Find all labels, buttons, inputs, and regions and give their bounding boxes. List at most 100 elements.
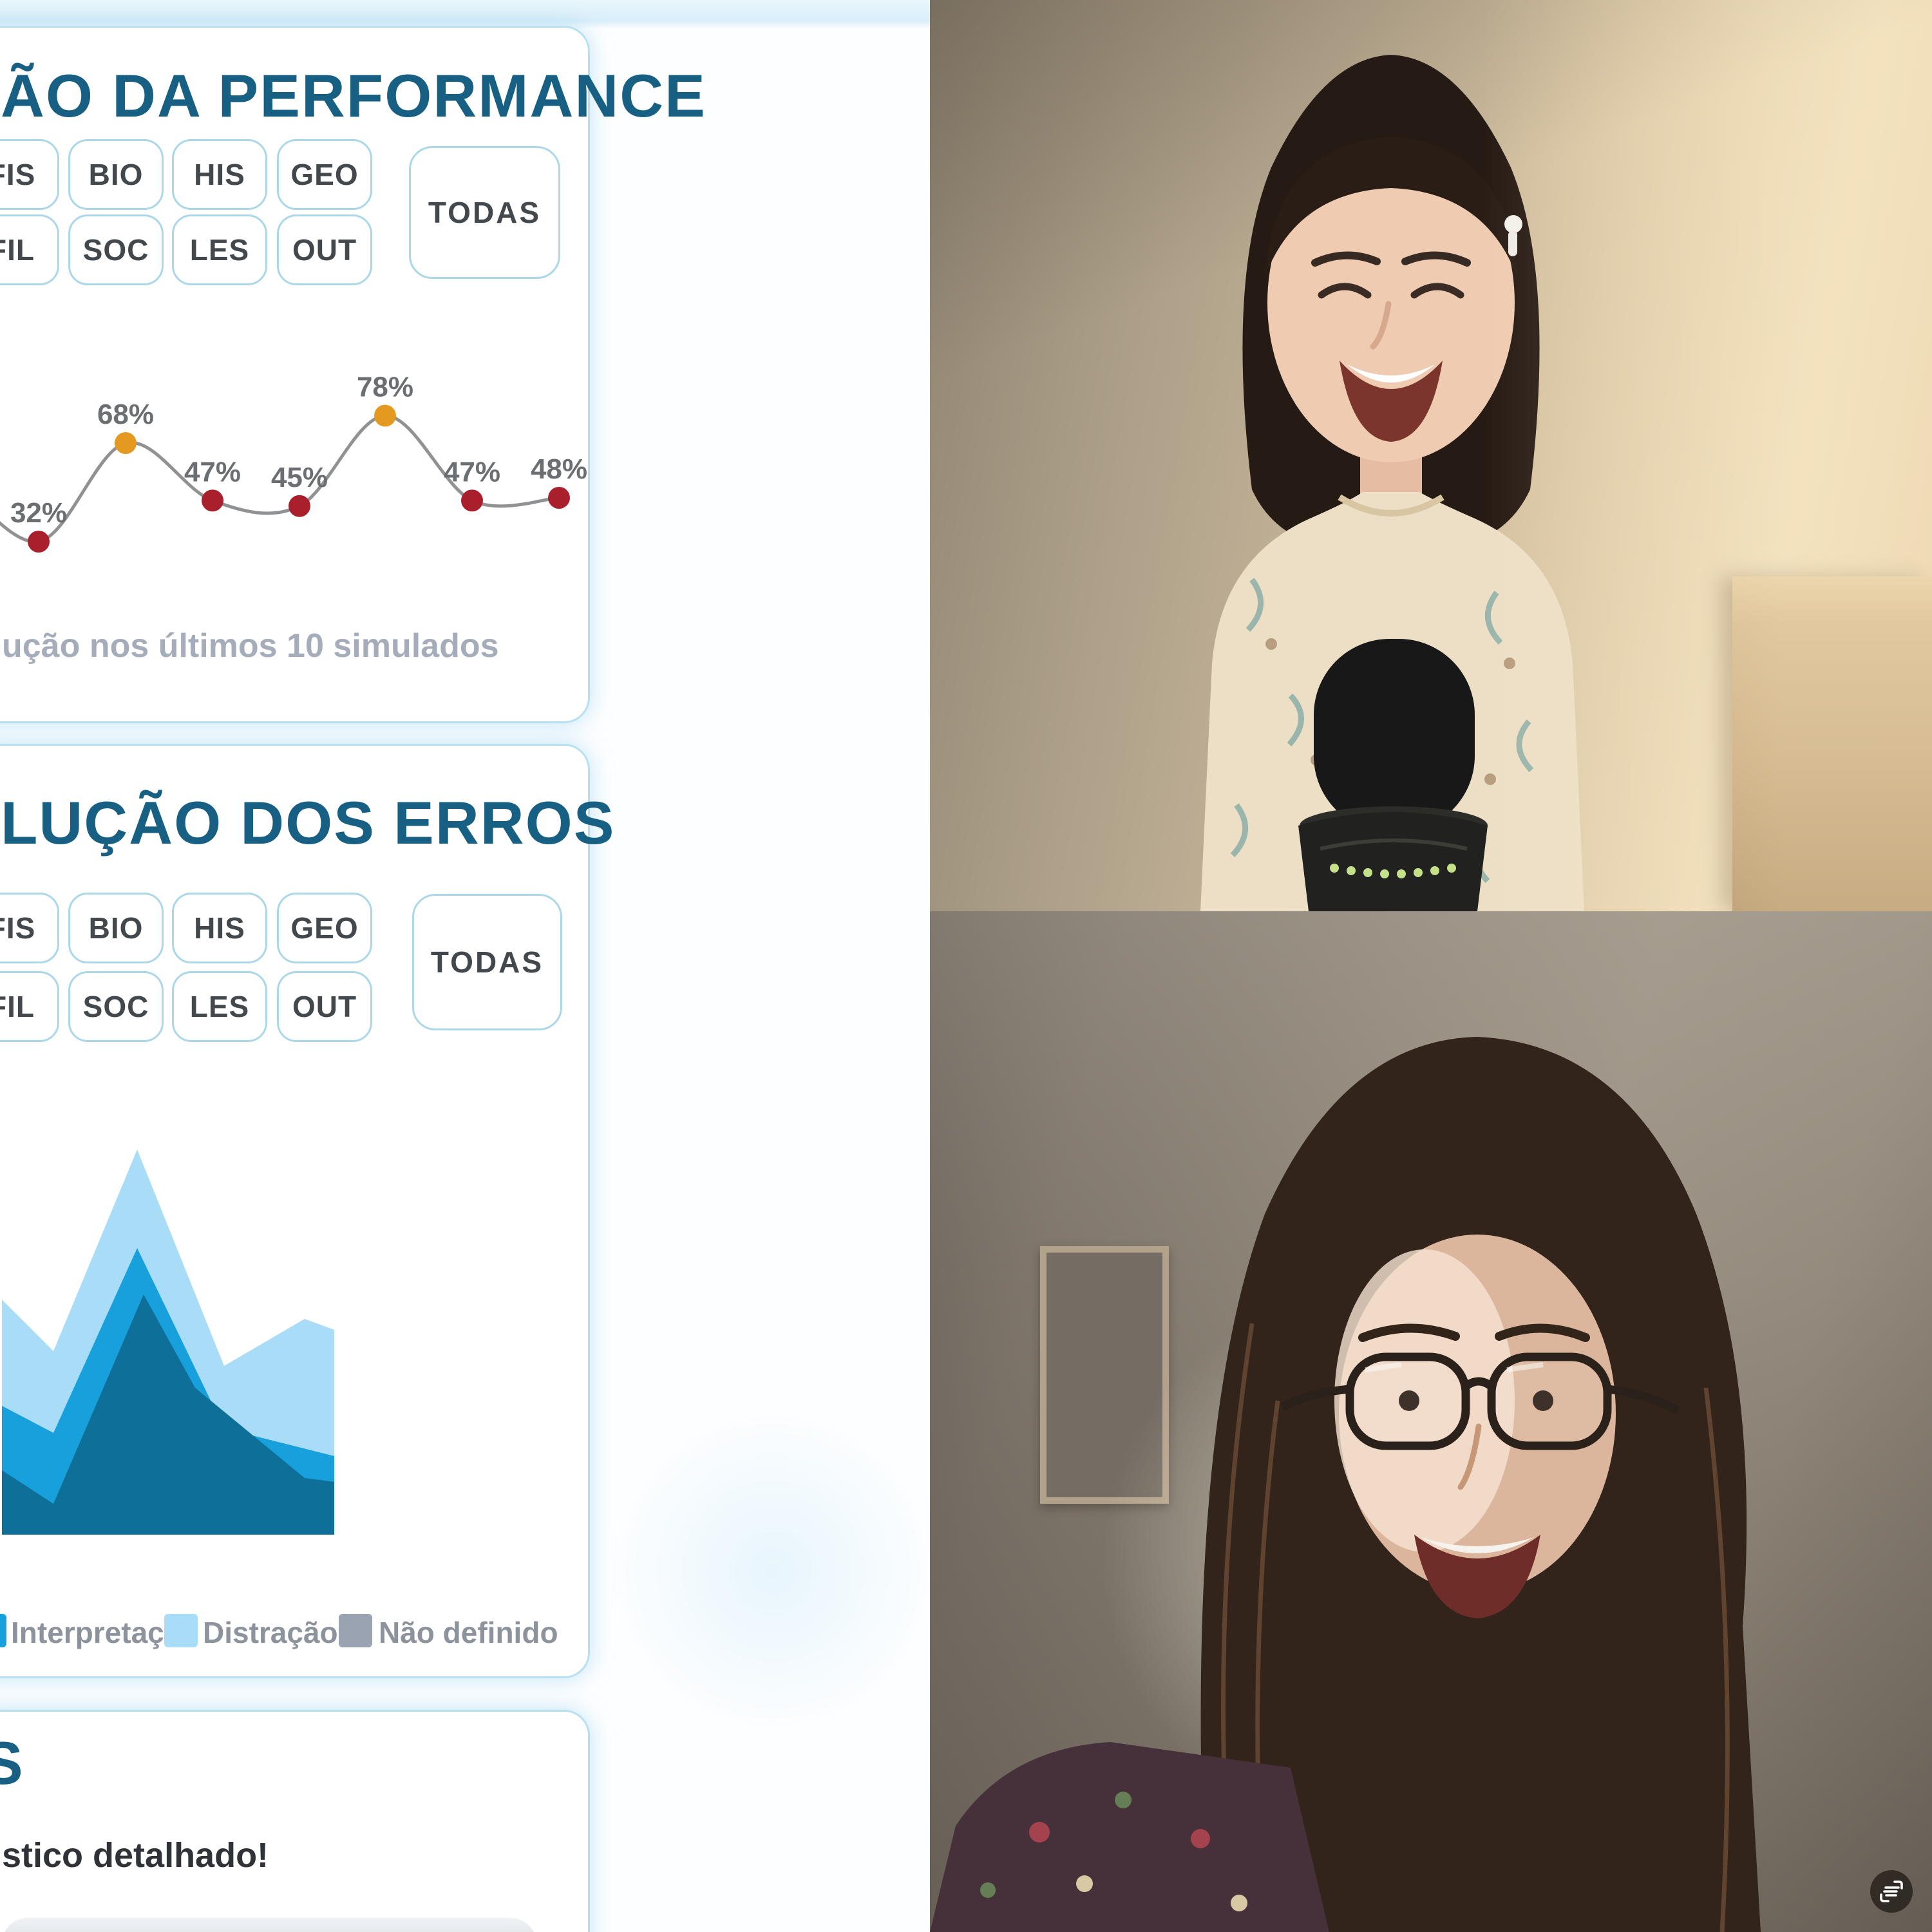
mouth — [1340, 361, 1443, 442]
page-top-glow — [0, 0, 930, 30]
data-point-label: 47% — [184, 456, 241, 488]
data-point-label: 47% — [444, 456, 500, 488]
data-point — [548, 487, 570, 509]
eyebrow — [1358, 1323, 1460, 1342]
chip-label: LES — [189, 990, 250, 1023]
bottom-card-title-fragment: S — [0, 1729, 24, 1797]
errors-card: LUÇÃO DOS ERROS FIS BIO HIS GEO FIL SOC … — [0, 744, 614, 1678]
blouse-pattern-dots — [980, 1792, 1247, 1911]
data-point-label: 45% — [271, 462, 328, 493]
glasses — [1280, 1352, 1681, 1450]
chip-label: FIS — [0, 911, 36, 945]
data-point — [202, 489, 223, 512]
collar — [1338, 494, 1444, 516]
eyebrow — [1495, 1323, 1590, 1342]
chip-label: FIS — [0, 158, 36, 191]
data-point-label: 32% — [10, 497, 67, 529]
errors-area-chart — [2, 1150, 334, 1535]
video-call-panel — [930, 0, 1932, 1932]
subject-chip-soc[interactable]: SOC — [68, 214, 164, 285]
caption-scan-icon — [1880, 1880, 1903, 1902]
legend-swatch-nao-definido — [339, 1614, 372, 1647]
chip-label: OUT — [292, 233, 357, 267]
participant-bottom-illustration — [930, 1037, 1761, 1932]
data-point — [28, 531, 50, 553]
chip-label: SOC — [82, 990, 149, 1023]
background-bubble — [605, 1404, 940, 1739]
mouth — [1414, 1535, 1540, 1618]
subject-chip-out[interactable]: OUT — [277, 214, 372, 285]
subject-chip-his[interactable]: HIS — [172, 139, 267, 210]
warm-light-overlay — [930, 0, 1932, 911]
data-point-label: 68% — [97, 399, 154, 430]
dashboard-panel: ÃO DA PERFORMANCE FIS BIO HIS GEO FIL SO… — [0, 0, 940, 1932]
subject-chip-his[interactable]: HIS — [172, 893, 267, 963]
eye — [1410, 283, 1464, 299]
subject-chip-fis[interactable]: FIS — [0, 893, 59, 963]
microphone-leds — [1330, 864, 1456, 878]
eye — [1533, 1390, 1553, 1411]
eyebrow — [1401, 251, 1471, 267]
teeth — [1347, 365, 1435, 383]
performance-line-chart: 32% 68% 47% 45% 78% 47% 48% — [0, 372, 587, 553]
nose — [1457, 1423, 1482, 1490]
subject-chip-les[interactable]: LES — [172, 214, 267, 285]
earbud — [1504, 215, 1522, 233]
subject-chip-soc[interactable]: SOC — [68, 971, 164, 1042]
errors-card-title: LUÇÃO DOS ERROS — [1, 789, 616, 857]
chip-label: HIS — [194, 158, 245, 191]
chip-label: BIO — [88, 911, 144, 945]
lens-reflection — [1365, 1362, 1402, 1372]
legend-swatch-distracao — [164, 1614, 198, 1647]
bottom-card: S stico detalhado! — [0, 1710, 590, 1932]
eyebrow — [1311, 251, 1381, 267]
errors-chart-legend: Interpretação Distração Não definido — [0, 1614, 558, 1653]
data-point — [115, 432, 137, 454]
data-point-label: 48% — [531, 453, 587, 485]
wood-furniture — [1732, 576, 1932, 911]
partial-action-button[interactable] — [2, 1918, 536, 1932]
blouse — [930, 1742, 1329, 1932]
hair-fringe — [1265, 137, 1517, 277]
subject-chip-geo[interactable]: GEO — [277, 139, 372, 210]
performance-card-title: ÃO DA PERFORMANCE — [1, 62, 706, 129]
todas-filter-button[interactable]: TODAS — [409, 146, 560, 279]
eye — [1399, 1390, 1419, 1411]
subject-chip-fil[interactable]: FIL — [0, 971, 59, 1042]
microphone-body — [1298, 812, 1488, 911]
participant-video-bottom — [930, 911, 1932, 1932]
subject-chip-out[interactable]: OUT — [277, 971, 372, 1042]
face-highlight — [1334, 1249, 1515, 1552]
earbud-stem — [1508, 231, 1517, 256]
legend-swatch-interpretacao — [0, 1614, 6, 1647]
subject-chip-fil[interactable]: FIL — [0, 214, 59, 285]
data-point — [461, 489, 483, 512]
data-point-label: 78% — [357, 372, 413, 403]
lens-reflection — [1506, 1362, 1544, 1372]
microphone-foam — [1314, 639, 1475, 832]
data-point — [374, 404, 396, 427]
caption-scan-button[interactable] — [1870, 1870, 1913, 1913]
chip-label: BIO — [88, 158, 144, 191]
participant-video-top — [930, 0, 1932, 911]
performance-card: ÃO DA PERFORMANCE FIS BIO HIS GEO FIL SO… — [0, 26, 705, 723]
eye — [1318, 283, 1372, 299]
todas-filter-button[interactable]: TODAS — [412, 894, 562, 1030]
nose — [1370, 301, 1392, 350]
chip-label: HIS — [194, 911, 245, 945]
subject-chip-bio[interactable]: BIO — [68, 893, 164, 963]
legend-label-distracao: Distração — [203, 1616, 338, 1649]
chip-label: SOC — [82, 233, 149, 267]
legend-label-nao-definido: Não definido — [379, 1616, 558, 1649]
microphone-seam — [1320, 838, 1468, 851]
data-point — [289, 495, 310, 517]
chip-label: GEO — [290, 911, 359, 945]
subject-chip-les[interactable]: LES — [172, 971, 267, 1042]
subject-chip-geo[interactable]: GEO — [277, 893, 372, 963]
chip-label: FIL — [0, 233, 35, 267]
area-dark-layer — [2, 1294, 334, 1535]
subject-chip-fis[interactable]: FIS — [0, 139, 59, 210]
participant-top-illustration — [1200, 55, 1584, 911]
subject-chip-bio[interactable]: BIO — [68, 139, 164, 210]
